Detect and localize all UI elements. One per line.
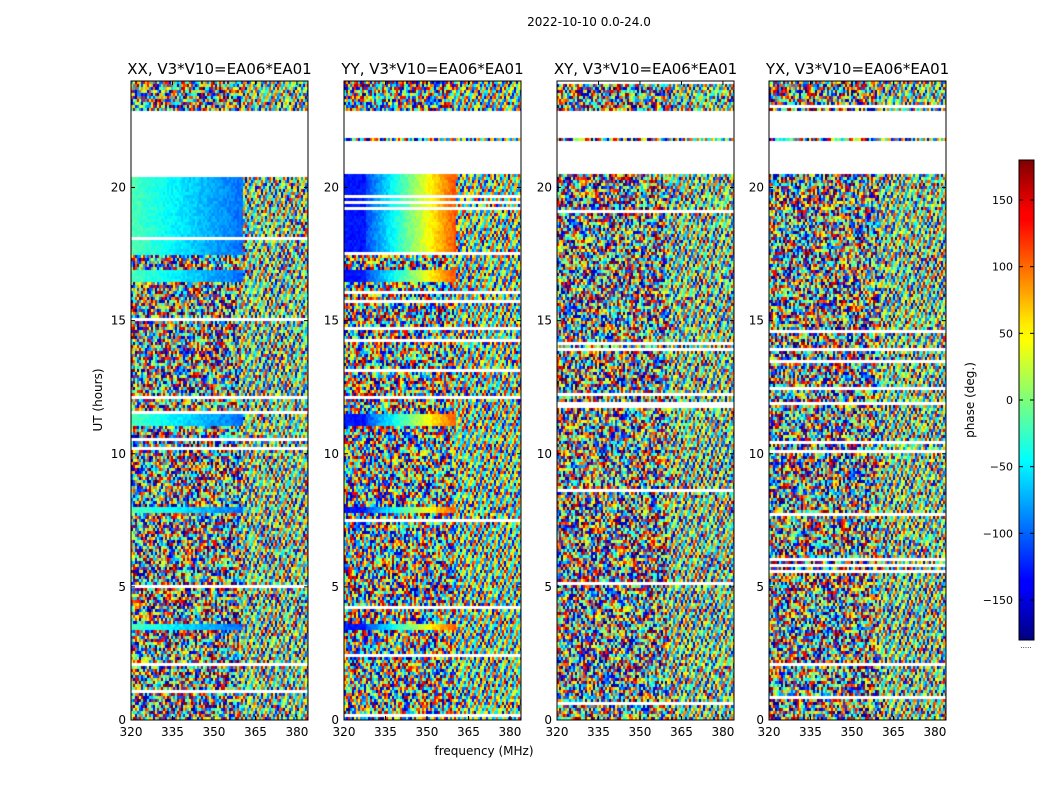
- x-tick-label: 380: [498, 725, 521, 739]
- x-axis-label: frequency (MHz): [434, 744, 533, 758]
- y-axis-label: UT (hours): [91, 368, 105, 431]
- panel-title: XX, V3*V10=EA06*EA01: [127, 60, 311, 78]
- figure-title: 2022-10-10 0.0-24.0: [527, 15, 651, 29]
- panel-xx: XX, V3*V10=EA06*EA01 320 335 350 365 380 0 5 10 1…: [111, 60, 312, 739]
- panel-frame: [343, 80, 522, 721]
- colorbar-extra-label: .....: [1020, 642, 1031, 650]
- y-tick-label: 20: [537, 181, 552, 195]
- y-tick-label: 10: [111, 447, 126, 461]
- colorbar-tick-label: 100: [992, 261, 1013, 274]
- x-tick-label: 380: [711, 725, 734, 739]
- panel-title: YY, V3*V10=EA06*EA01: [340, 60, 523, 78]
- heatmap-image: [769, 81, 946, 720]
- x-tick-label: 320: [120, 725, 143, 739]
- x-tick-label: 350: [416, 725, 439, 739]
- heatmap-image: [557, 81, 734, 720]
- x-tick-label: 365: [882, 725, 905, 739]
- heatmap-image: [131, 81, 308, 720]
- y-tick-label: 0: [544, 713, 552, 727]
- colorbar: −150 −100 −50 0 50 100 150 phase (deg.) .....: [963, 159, 1035, 650]
- x-tick-label: 365: [457, 725, 480, 739]
- x-tick-label: 335: [799, 725, 822, 739]
- panel-title: XY, V3*V10=EA06*EA01: [554, 60, 737, 78]
- x-tick-label: 320: [758, 725, 781, 739]
- y-tick-label: 10: [537, 447, 552, 461]
- y-tick-label: 0: [118, 713, 126, 727]
- colorbar-tick-label: −50: [990, 461, 1013, 474]
- x-tick-label: 350: [841, 725, 864, 739]
- y-tick-label: 15: [749, 314, 764, 328]
- x-tick-label: 365: [670, 725, 693, 739]
- colorbar-tick-label: −150: [983, 594, 1013, 607]
- panel-yx: YX, V3*V10=EA06*EA01 320 335 350 365 380 0 5 10 1…: [749, 60, 949, 739]
- y-tick-label: 0: [756, 713, 764, 727]
- y-tick-label: 5: [544, 580, 552, 594]
- colorbar-tick-label: 150: [992, 194, 1013, 207]
- panel-frame: [556, 80, 735, 721]
- y-tick-label: 20: [111, 181, 126, 195]
- y-tick-label: 15: [537, 314, 552, 328]
- x-tick-label: 380: [285, 725, 308, 739]
- colorbar-tick-label: 50: [999, 327, 1013, 340]
- y-tick-label: 15: [111, 314, 126, 328]
- x-tick-label: 380: [923, 725, 946, 739]
- panels-group: XX, V3*V10=EA06*EA01 320 335 350 365 380 0 5 10 1…: [111, 60, 949, 739]
- x-tick-label: 320: [333, 725, 356, 739]
- y-tick-label: 10: [749, 447, 764, 461]
- panel-xy: XY, V3*V10=EA06*EA01 320 335 350 365 380 0 5 10 1…: [537, 60, 737, 739]
- y-tick-label: 5: [118, 580, 126, 594]
- colorbar-ticks: −150 −100 −50 0 50 100 150: [983, 194, 1034, 607]
- x-tick-label: 320: [546, 725, 569, 739]
- y-tick-label: 20: [749, 181, 764, 195]
- x-tick-label: 335: [374, 725, 397, 739]
- colorbar-tick-label: 0: [1006, 394, 1013, 407]
- x-tick-label: 335: [161, 725, 184, 739]
- x-tick-label: 350: [629, 725, 652, 739]
- panel-frame: [130, 80, 309, 721]
- y-tick-label: 5: [756, 580, 764, 594]
- panel-title: YX, V3*V10=EA06*EA01: [765, 60, 949, 78]
- y-tick-label: 5: [331, 580, 339, 594]
- colorbar-tick-label: −100: [983, 527, 1013, 540]
- heatmap-image: [344, 81, 521, 720]
- y-tick-label: 20: [324, 181, 339, 195]
- y-tick-label: 0: [331, 713, 339, 727]
- x-tick-label: 335: [587, 725, 610, 739]
- panel-frame: [768, 80, 947, 721]
- y-tick-label: 10: [324, 447, 339, 461]
- x-tick-label: 365: [244, 725, 267, 739]
- panel-yy: YY, V3*V10=EA06*EA01 320 335 350 365 380 0 5 10 1…: [324, 60, 524, 739]
- y-tick-label: 15: [324, 314, 339, 328]
- x-tick-label: 350: [203, 725, 226, 739]
- colorbar-label: phase (deg.): [963, 362, 977, 438]
